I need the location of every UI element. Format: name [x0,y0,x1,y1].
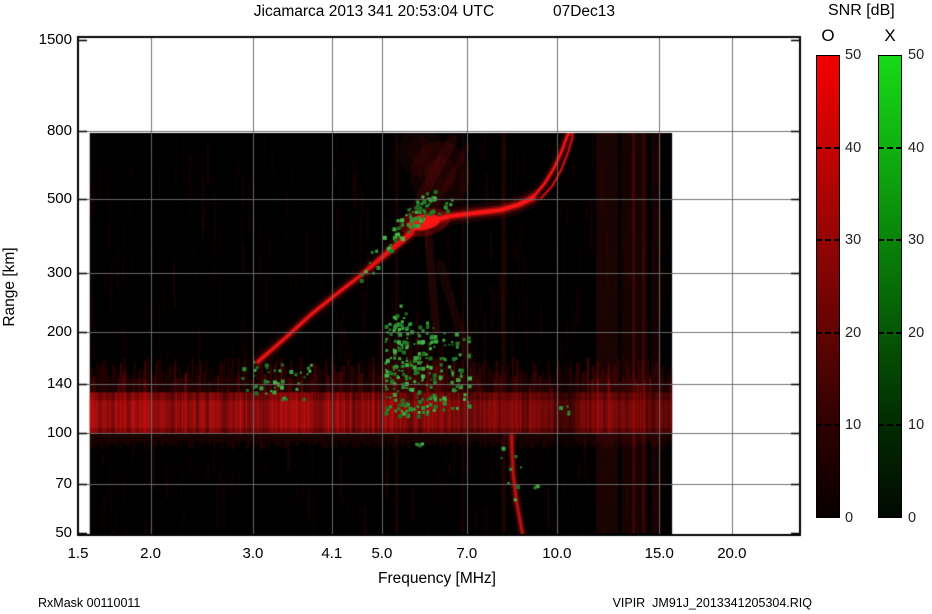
x-mode-colorbar [878,55,902,518]
x-tick-label: 2.0 [140,545,162,562]
colorbar-tick-label: 20 [845,324,862,341]
y-tick-label: 500 [46,190,72,208]
colorbar-tick-mark [816,424,840,427]
colorbar-tick-mark [816,239,840,242]
colorbar-tick-mark [878,239,902,242]
y-tick-label: 200 [46,323,72,341]
x-mode-label: X [884,26,896,45]
y-tick-label: 300 [46,264,72,282]
page-title: Jicamarca 2013 341 20:53:04 UTC [253,3,495,20]
colorbar-tick-mark [816,331,840,334]
rxmask-text: RxMask 00110011 [38,596,141,610]
colorbar-tick-mark [878,331,902,334]
x-tick-label: 20.0 [717,545,747,562]
x-tick-label: 5.0 [371,545,393,562]
colorbar-tick-label: 0 [845,510,854,526]
colorbar-tick-label: 20 [908,324,925,341]
title-date: 07Dec13 [553,3,616,20]
y-tick-label: 800 [46,122,72,140]
y-tick-label: 100 [46,423,72,441]
colorbar-tick-label: 50 [845,47,862,63]
x-tick-label: 4.1 [321,545,343,562]
x-tick-label: 15.0 [644,545,674,562]
colorbar-tick-label: 10 [845,417,862,434]
x-tick-label: 10.0 [542,545,572,562]
x-axis-title: Frequency [MHz] [377,570,496,587]
colorbar-tick-mark [878,424,902,427]
filename-text: VIPIR JM91J_2013341205304.RIQ [612,596,812,610]
x-tick-label: 1.5 [67,545,89,562]
x-tick-label: 7.0 [456,545,478,562]
y-tick-label: 140 [46,374,72,392]
colorbar-tick-label: 10 [908,417,925,434]
colorbar-tick-label: 40 [908,139,925,156]
colorbar-tick-label: 0 [908,510,917,526]
colorbar-tick-mark [878,146,902,149]
y-tick-label: 1500 [38,31,72,48]
o-mode-label: O [821,26,835,45]
colorbar-tick-label: 30 [845,232,862,249]
colorbar-tick-label: 40 [845,139,862,156]
x-tick-label: 3.0 [242,545,264,562]
y-axis-title: Range [km] [1,247,18,327]
y-tick-label: 70 [55,475,72,493]
o-mode-colorbar [816,55,840,518]
colorbar-tick-mark [816,146,840,149]
colorbar-tick-label: 30 [908,232,925,249]
snr-colorbar-title: SNR [dB] [828,2,895,19]
y-tick-label: 50 [55,524,72,541]
colorbar-tick-label: 50 [908,47,925,63]
